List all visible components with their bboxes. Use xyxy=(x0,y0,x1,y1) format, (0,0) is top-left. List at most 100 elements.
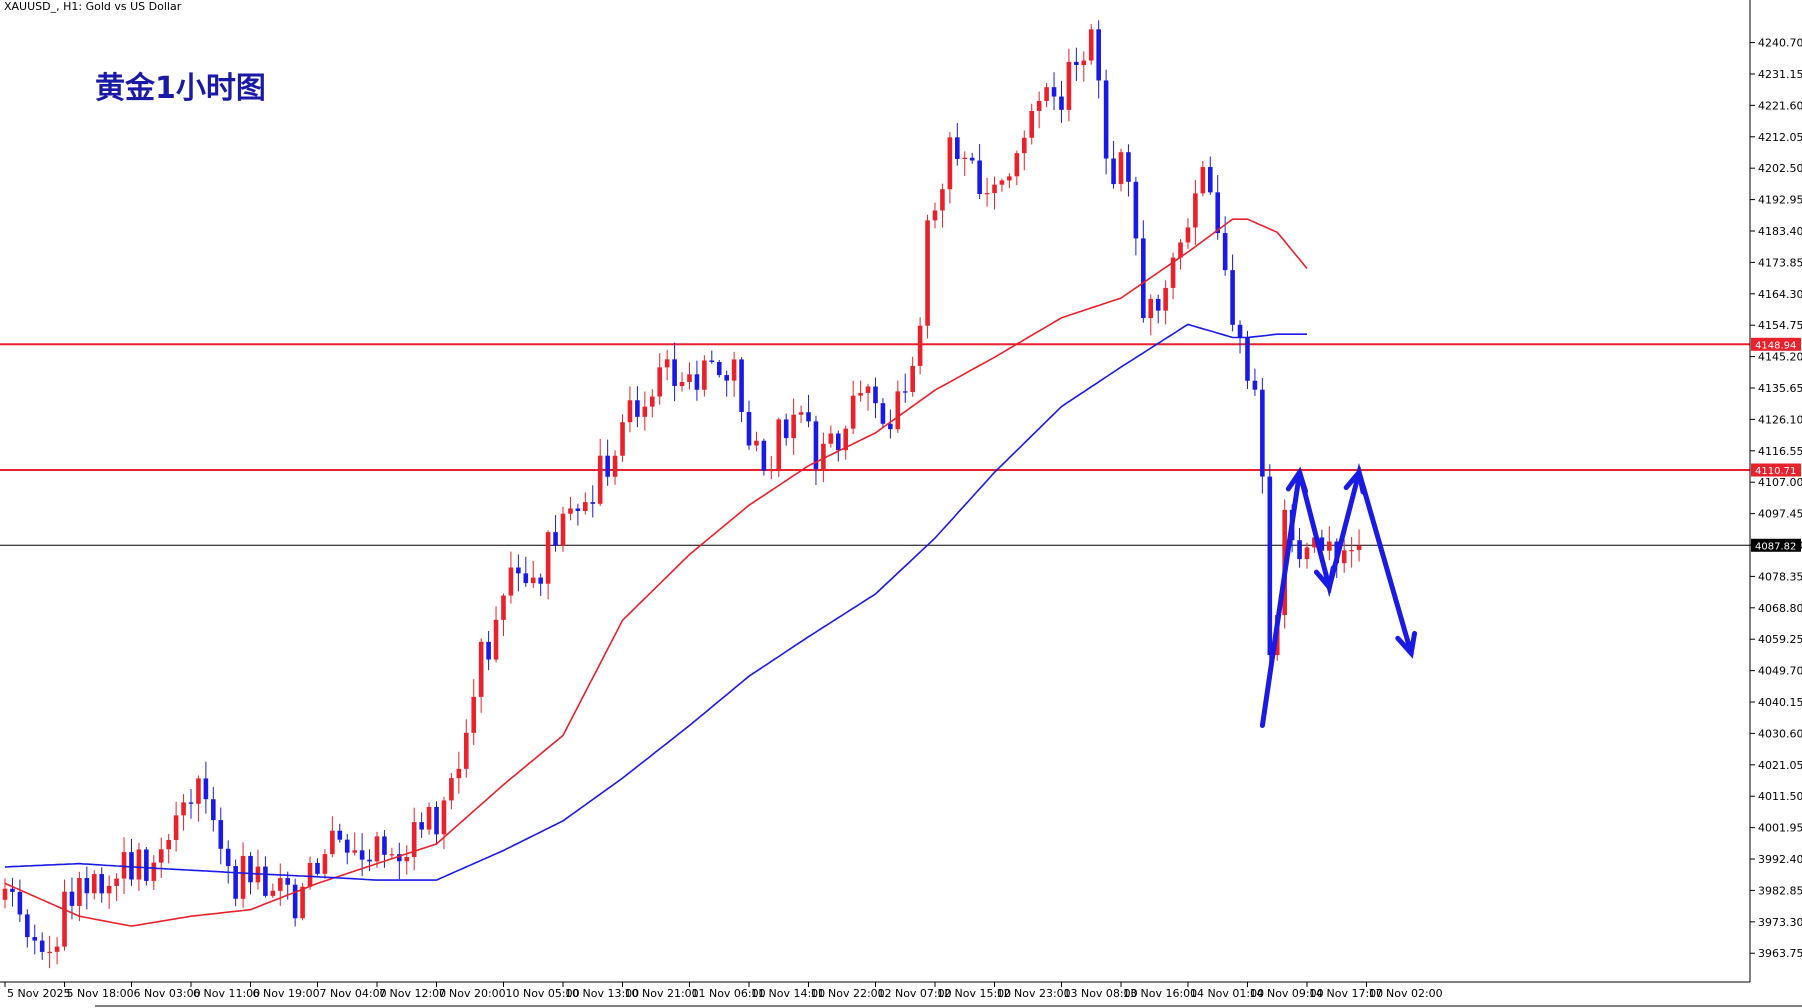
candle[interactable] xyxy=(493,606,499,663)
candle[interactable] xyxy=(672,342,677,402)
candle[interactable] xyxy=(530,560,536,589)
candle[interactable] xyxy=(404,845,410,875)
candle[interactable] xyxy=(1341,539,1347,573)
candle[interactable] xyxy=(694,360,700,401)
candle[interactable] xyxy=(940,183,945,228)
candle[interactable] xyxy=(263,856,268,898)
candle[interactable] xyxy=(292,878,298,927)
candle[interactable] xyxy=(411,807,417,871)
candle[interactable] xyxy=(114,873,119,902)
candle[interactable] xyxy=(315,858,320,876)
candle[interactable] xyxy=(1155,294,1161,324)
candle[interactable] xyxy=(1029,103,1035,145)
candle[interactable] xyxy=(769,456,774,480)
candle[interactable] xyxy=(322,849,328,879)
candle[interactable] xyxy=(218,807,224,865)
candle[interactable] xyxy=(783,413,789,446)
candle[interactable] xyxy=(478,638,484,713)
candle[interactable] xyxy=(166,833,171,864)
candle[interactable] xyxy=(307,856,313,890)
candle[interactable] xyxy=(776,417,782,478)
candle[interactable] xyxy=(858,380,863,402)
candle[interactable] xyxy=(1297,527,1302,568)
candle[interactable] xyxy=(196,775,201,822)
candle[interactable] xyxy=(441,796,447,850)
candle[interactable] xyxy=(977,144,982,199)
candle[interactable] xyxy=(188,789,194,819)
candle[interactable] xyxy=(1215,175,1221,240)
candle[interactable] xyxy=(523,556,529,587)
candle[interactable] xyxy=(516,554,521,592)
candle[interactable] xyxy=(486,631,491,671)
candle[interactable] xyxy=(389,847,395,859)
candle[interactable] xyxy=(902,373,908,403)
candle[interactable] xyxy=(426,802,432,835)
candle[interactable] xyxy=(999,178,1005,192)
candle[interactable] xyxy=(984,177,990,207)
candle[interactable] xyxy=(330,816,335,858)
candle[interactable] xyxy=(716,360,722,378)
candle[interactable] xyxy=(1051,72,1057,111)
candle[interactable] xyxy=(1185,218,1191,249)
candle[interactable] xyxy=(679,372,685,392)
candle[interactable] xyxy=(865,383,871,411)
candle[interactable] xyxy=(947,131,953,204)
candle[interactable] xyxy=(553,515,558,552)
candle[interactable] xyxy=(560,506,566,552)
candle[interactable] xyxy=(709,350,715,364)
candle[interactable] xyxy=(575,503,581,526)
candle[interactable] xyxy=(583,492,588,515)
candle[interactable] xyxy=(344,833,350,865)
candle[interactable] xyxy=(828,425,834,448)
candle[interactable] xyxy=(739,357,744,423)
candle[interactable] xyxy=(1193,179,1198,245)
candle[interactable] xyxy=(233,859,238,907)
candle[interactable] xyxy=(449,773,454,810)
candle[interactable] xyxy=(1021,130,1027,171)
candle[interactable] xyxy=(1103,69,1109,175)
candle[interactable] xyxy=(25,909,30,948)
candle[interactable] xyxy=(657,353,663,405)
candle[interactable] xyxy=(932,202,938,229)
candle[interactable] xyxy=(545,530,551,600)
candle[interactable] xyxy=(471,679,477,746)
candle[interactable] xyxy=(955,122,960,166)
candle[interactable] xyxy=(649,389,655,418)
candle[interactable] xyxy=(463,719,469,778)
candle[interactable] xyxy=(501,593,506,637)
candle[interactable] xyxy=(240,842,246,908)
candle[interactable] xyxy=(434,801,439,845)
candle[interactable] xyxy=(821,432,826,483)
candle[interactable] xyxy=(1148,294,1154,336)
candle[interactable] xyxy=(835,430,841,462)
candle[interactable] xyxy=(129,838,134,886)
candle[interactable] xyxy=(798,405,804,423)
candle[interactable] xyxy=(144,846,149,886)
candle[interactable] xyxy=(508,551,514,604)
candle[interactable] xyxy=(374,831,380,868)
candle[interactable] xyxy=(1096,20,1101,99)
candle[interactable] xyxy=(1200,160,1206,197)
candle[interactable] xyxy=(1111,140,1116,189)
candle[interactable] xyxy=(1349,537,1354,568)
candle[interactable] xyxy=(925,214,930,339)
candle[interactable] xyxy=(746,400,752,450)
candle[interactable] xyxy=(664,349,670,381)
candle[interactable] xyxy=(1126,144,1131,197)
candle[interactable] xyxy=(62,879,67,951)
candle[interactable] xyxy=(456,751,462,794)
candle[interactable] xyxy=(910,356,915,397)
candle[interactable] xyxy=(880,398,886,429)
candle[interactable] xyxy=(1267,464,1273,670)
candle[interactable] xyxy=(151,855,157,891)
candle[interactable] xyxy=(590,485,596,518)
candle[interactable] xyxy=(77,871,82,922)
forecast-arrow[interactable] xyxy=(1259,462,1418,728)
candle[interactable] xyxy=(270,883,276,898)
candle[interactable] xyxy=(731,351,737,397)
candle[interactable] xyxy=(761,438,767,476)
candle[interactable] xyxy=(419,812,424,838)
candle[interactable] xyxy=(1059,80,1064,123)
candle[interactable] xyxy=(992,176,997,210)
